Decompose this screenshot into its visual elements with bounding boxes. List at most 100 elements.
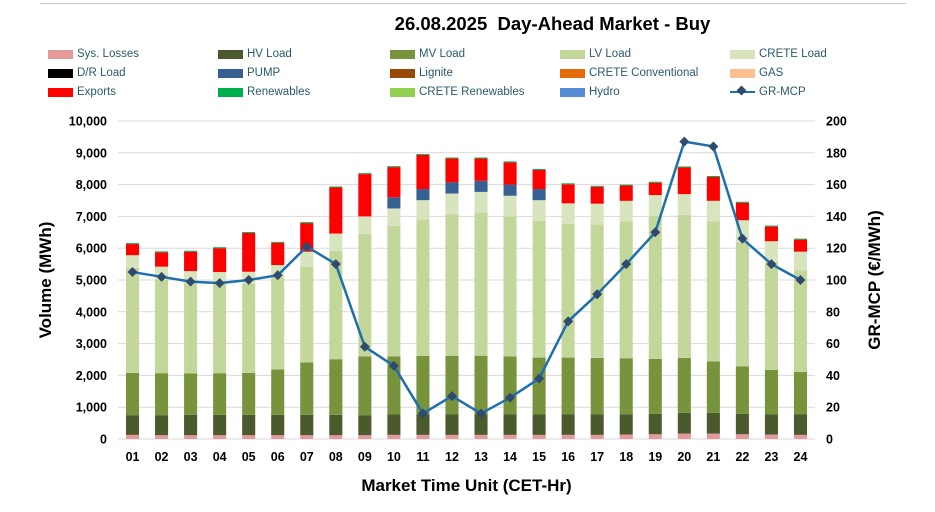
bar-renewables (329, 186, 343, 188)
mcp-point (359, 341, 370, 352)
legend-swatch (730, 49, 755, 59)
bar-exports (590, 186, 604, 204)
legend-swatch (48, 68, 73, 78)
mcp-point (476, 408, 487, 419)
x-tick-label: 20 (677, 450, 691, 464)
mcp-point (679, 136, 690, 147)
y-tick-label: 9,000 (76, 146, 107, 160)
legend-label: Exports (77, 86, 116, 98)
legend-item-hydro: Hydro (560, 85, 620, 99)
bar-exports (445, 158, 459, 183)
bar-lv-load (445, 214, 459, 356)
bar-pump (532, 189, 546, 201)
legend-swatch (390, 87, 415, 97)
bar-mv-load (648, 358, 662, 414)
bar-exports (677, 167, 691, 195)
legend-line-swatch (730, 85, 755, 99)
x-tick-label: 15 (532, 450, 546, 464)
legend-swatch (560, 49, 585, 59)
legend-label: CRETE Load (759, 48, 827, 60)
bar-crete-load (445, 193, 459, 215)
mcp-point (446, 391, 457, 402)
x-tick-label: 21 (706, 450, 720, 464)
bar-renewables (416, 154, 430, 156)
bar-lv-load (764, 261, 778, 370)
bar-exports (648, 182, 662, 196)
bar-renewables (445, 157, 459, 159)
bar-sys-losses (358, 435, 372, 439)
bar-lv-load (155, 279, 169, 374)
y2-tick-label: 140 (826, 210, 847, 224)
bar-renewables (706, 176, 720, 177)
x-tick-label: 07 (300, 450, 314, 464)
bar-hv-load (300, 414, 314, 436)
y-tick-label: 1,000 (76, 401, 107, 415)
legend-label: D/R Load (77, 67, 126, 79)
bar-sys-losses (764, 434, 778, 439)
y-tick-label: 4,000 (76, 305, 107, 319)
legend-label: Sys. Losses (77, 48, 139, 60)
x-tick-label: 10 (387, 450, 401, 464)
bar-exports (184, 251, 198, 272)
x-tick-label: 22 (735, 450, 749, 464)
bar-pump (387, 197, 401, 209)
legend-item-crete-renewables: CRETE Renewables (390, 85, 524, 99)
x-tick-label: 03 (184, 450, 198, 464)
mcp-point (737, 233, 748, 244)
y2-tick-label: 60 (826, 337, 840, 351)
mcp-point (650, 227, 661, 238)
y2-tick-label: 100 (826, 274, 847, 288)
mcp-point (243, 275, 254, 285)
bar-sys-losses (648, 434, 662, 439)
bar-lv-load (532, 220, 546, 358)
x-tick-label: 24 (794, 450, 808, 464)
bar-exports (706, 176, 720, 201)
x-tick-label: 08 (329, 450, 343, 464)
bar-mv-load (300, 362, 314, 415)
legend-item-gas: GAS (730, 66, 783, 80)
x-tick-label: 18 (619, 450, 633, 464)
bar-crete-load (706, 200, 720, 222)
bar-renewables (271, 241, 285, 243)
bar-lv-load (677, 214, 691, 358)
legend-item-lv-load: LV Load (560, 47, 631, 61)
bar-crete-load (329, 233, 343, 252)
mcp-point (301, 241, 312, 252)
bar-hv-load (184, 414, 198, 436)
bar-mv-load (125, 372, 140, 416)
mcp-point (563, 316, 574, 327)
legend-item-crete-load: CRETE Load (730, 47, 827, 61)
bar-hv-load (561, 414, 575, 435)
y2-axis-title: GR-MCP (€/MWh) (865, 210, 884, 349)
bar-exports (358, 174, 372, 217)
bar-exports (416, 155, 430, 190)
legend-label: LV Load (589, 48, 631, 60)
y-tick-label: 5,000 (76, 274, 107, 288)
bar-hv-load (125, 415, 140, 435)
bar-sys-losses (532, 434, 546, 439)
x-tick-label: 09 (358, 450, 372, 464)
x-tick-label: 17 (590, 450, 604, 464)
bar-lv-load (474, 212, 488, 356)
legend-label: Hydro (589, 86, 620, 98)
bar-lv-load (648, 215, 662, 359)
bar-renewables (300, 222, 314, 224)
bar-pump (474, 180, 488, 192)
bar-mv-load (416, 356, 430, 415)
bar-mv-load (213, 373, 227, 415)
bar-mv-load (619, 358, 633, 415)
mcp-point (708, 141, 719, 152)
bar-lv-load (125, 267, 140, 373)
legend-label: PUMP (247, 67, 281, 79)
bar-sys-losses (474, 434, 488, 439)
bar-mv-load (706, 361, 720, 413)
bar-exports (329, 187, 343, 234)
legend-label: Renewables (247, 86, 311, 98)
mcp-point (766, 259, 777, 270)
bar-crete-load (387, 208, 401, 226)
legend-item-exports: Exports (48, 85, 116, 99)
x-tick-label: 12 (445, 450, 459, 464)
bar-pump (416, 189, 430, 201)
legend-item-crete-conventional: CRETE Conventional (560, 66, 698, 80)
legend-label: CRETE Conventional (589, 67, 699, 79)
